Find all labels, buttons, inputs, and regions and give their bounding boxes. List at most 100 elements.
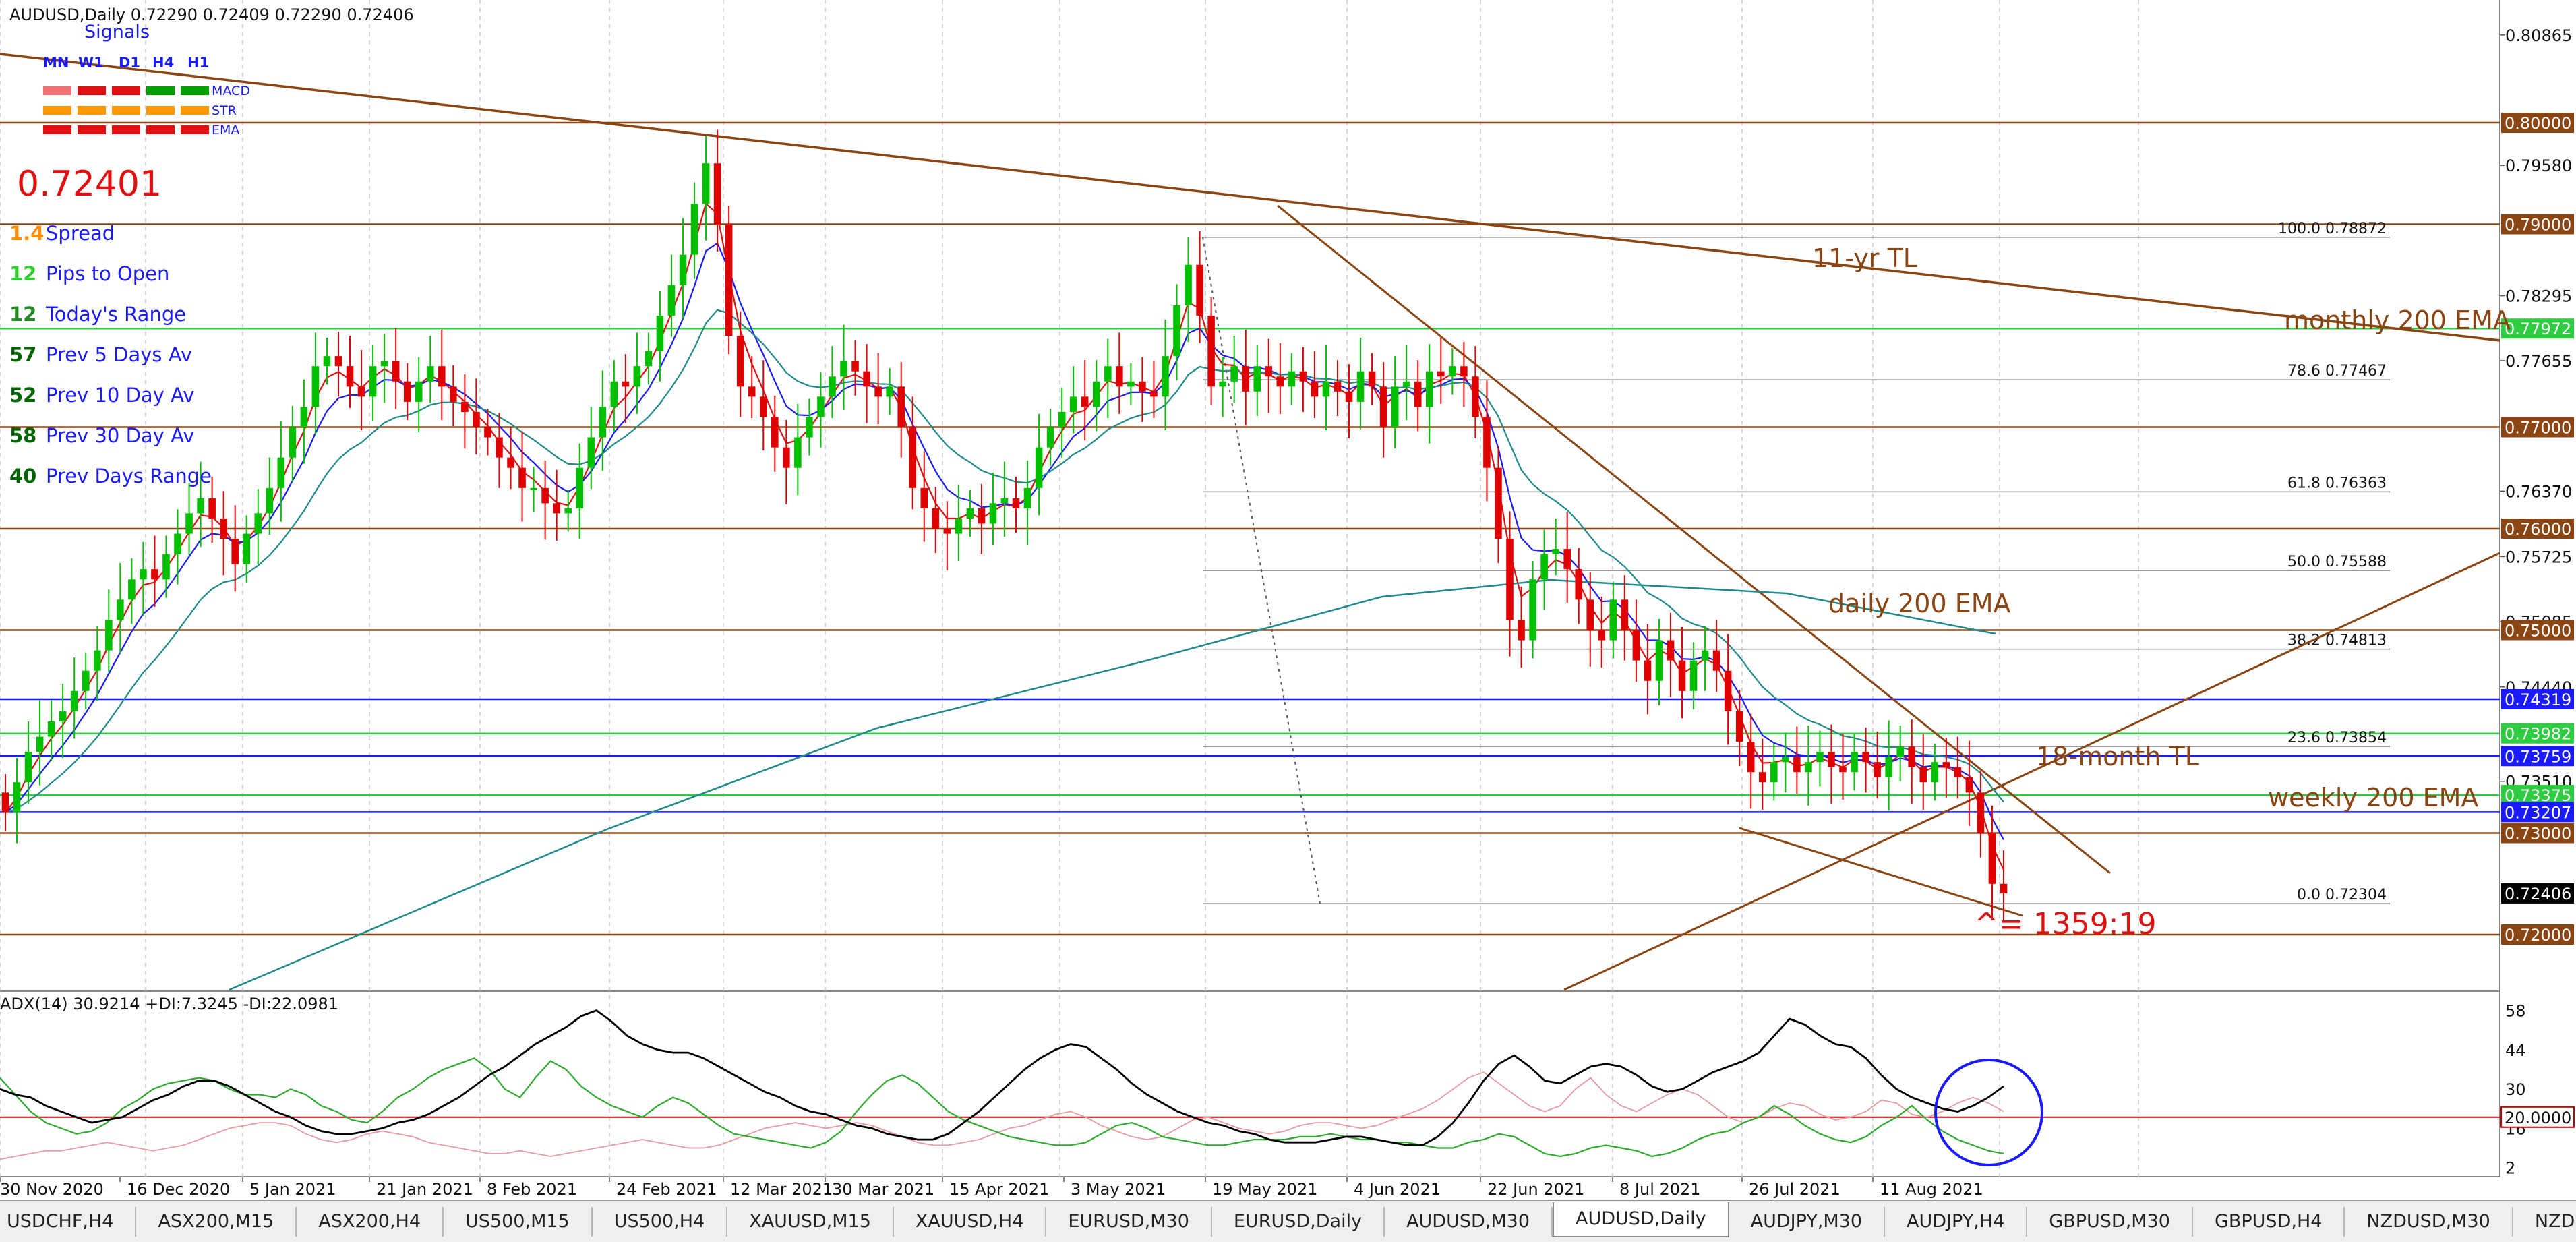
signal-cell <box>78 106 106 115</box>
chart-tab[interactable]: AUDUSD,Daily <box>1553 1202 1729 1237</box>
candle-body <box>1069 396 1077 412</box>
candle-body <box>13 782 21 813</box>
candle-body <box>1449 366 1456 377</box>
chart-tab[interactable]: AUDUSD,M30 <box>1385 1206 1553 1237</box>
candle-body <box>587 437 595 468</box>
candle-body <box>403 381 411 402</box>
date-label: 8 Jul 2021 <box>1619 1180 1701 1199</box>
candle-body <box>151 569 158 580</box>
chart-tab[interactable]: XAUUSD,H4 <box>894 1206 1047 1237</box>
price-level-box-label: 0.77000 <box>2505 419 2571 438</box>
price-level-box-label: 0.72000 <box>2505 926 2571 945</box>
chart-tab[interactable]: ASX200,H4 <box>297 1206 444 1237</box>
candle-body <box>622 381 630 387</box>
symbol-header: AUDUSD,Daily 0.72290 0.72409 0.72290 0.7… <box>9 5 414 24</box>
candle-body <box>1425 371 1433 407</box>
candle-body <box>1942 762 1950 767</box>
candle-body <box>564 508 572 514</box>
price-level-box <box>2501 746 2574 767</box>
candle-body <box>185 513 193 534</box>
price-level-box <box>2501 214 2574 235</box>
candle-body <box>1345 391 1353 402</box>
chart-tab[interactable]: NZDUSD,M30 <box>2345 1206 2513 1237</box>
signals-panel: Signals MN W1 D1 H4 H1 MACD STR EMA <box>43 22 250 138</box>
horizontal-levels <box>0 121 2500 936</box>
price-level-box <box>2501 802 2574 823</box>
chart-tab[interactable]: USDCHF,H4 <box>0 1206 137 1237</box>
chart-tab[interactable]: AUDJPY,H4 <box>1885 1206 2028 1237</box>
candle-body <box>794 437 802 468</box>
chart-tab[interactable]: US500,M15 <box>444 1206 593 1237</box>
annotation-daily-ema: daily 200 EMA <box>1828 589 2011 618</box>
signal-cell <box>181 125 209 134</box>
price-axis[interactable]: 0.80865 0.79580 0.78295 0.77655 0.76370 0.757… <box>2500 26 2574 945</box>
price-tick-label: 0.77655 <box>2505 352 2572 371</box>
candle-body <box>829 376 836 397</box>
chart-tab[interactable]: EURUSD,Daily <box>1212 1206 1385 1237</box>
chart-tab[interactable]: US500,H4 <box>593 1206 728 1237</box>
price-level-box-label: 0.75000 <box>2505 622 2571 641</box>
price-tick-label: 0.80865 <box>2505 26 2572 45</box>
signal-cell <box>112 106 140 115</box>
candle-body <box>450 386 457 402</box>
candle-body <box>1919 767 1927 783</box>
date-label: 11 Aug 2021 <box>1880 1180 1983 1199</box>
date-label: 26 Jul 2021 <box>1749 1180 1840 1199</box>
candle-body <box>1667 640 1675 661</box>
candle-body <box>24 752 32 783</box>
stat-label: Prev 30 Day Av <box>46 424 194 447</box>
candle-body <box>656 315 664 351</box>
candle-body <box>1023 487 1031 508</box>
candle-body <box>162 554 170 580</box>
candle-body <box>1299 371 1307 382</box>
ema-200 <box>229 579 1996 991</box>
price-pane[interactable] <box>0 0 2500 990</box>
candle-body <box>679 254 687 285</box>
candle-body <box>1162 356 1169 397</box>
candle-body <box>1770 762 1778 783</box>
candle-body <box>1954 767 1962 777</box>
candle-body <box>1391 386 1399 427</box>
stat-value: 57 <box>9 343 36 366</box>
candle-body <box>208 498 216 519</box>
candle-body <box>346 366 354 387</box>
chart-tab[interactable]: XAUUSD,M15 <box>727 1206 894 1237</box>
chart-tab[interactable]: AUDJPY,M30 <box>1729 1206 1886 1237</box>
fib-level-label: 100.0 0.78872 <box>2278 220 2387 237</box>
candle-body <box>1219 381 1226 387</box>
fib-level-label: 61.8 0.76363 <box>2287 475 2387 492</box>
candle-body <box>311 366 320 407</box>
signal-cell <box>78 86 106 95</box>
candle-body <box>1758 772 1766 783</box>
candle-body <box>1586 599 1594 630</box>
candle-body <box>484 427 491 438</box>
candle-body <box>1379 386 1387 427</box>
candle-body <box>1862 752 1869 763</box>
trendlines[interactable] <box>0 53 2500 991</box>
signal-cell <box>146 106 175 115</box>
date-label: 16 Dec 2020 <box>127 1180 230 1199</box>
candle-body <box>1081 396 1089 407</box>
fibonacci-retracement[interactable]: 100.0 0.78872 78.6 0.77467 61.8 0.76363 50.… <box>1202 220 2390 904</box>
candle-body <box>93 650 101 671</box>
chart-tab-bar: USDCHF,H4 ASX200,M15 ASX200,H4 US500,M15 US5… <box>0 1200 2576 1242</box>
chart-tab[interactable]: ASX200,M15 <box>136 1206 297 1237</box>
candle-body <box>702 163 710 204</box>
minus-di-line <box>0 1071 2004 1160</box>
chart-tab[interactable]: NZDUSD,H4 <box>2513 1207 2576 1237</box>
chart-tab[interactable]: GBPUSD,H4 <box>2193 1206 2345 1237</box>
candle-body <box>610 381 618 407</box>
candle-body <box>1977 792 1985 833</box>
candle-body <box>530 487 537 490</box>
candle-body <box>1782 757 1789 763</box>
candle-body <box>1127 381 1135 387</box>
candle-body <box>174 533 181 554</box>
candle-body <box>1368 371 1376 387</box>
chart-tab[interactable]: EURUSD,M30 <box>1046 1206 1212 1237</box>
candle-body <box>392 361 400 382</box>
chart-tab[interactable]: GBPUSD,M30 <box>2027 1206 2193 1237</box>
candle-body <box>1150 391 1158 397</box>
chart-area[interactable]: 100.0 0.78872 78.6 0.77467 61.8 0.76363 50.… <box>0 0 2576 1200</box>
candle-body <box>771 417 779 448</box>
